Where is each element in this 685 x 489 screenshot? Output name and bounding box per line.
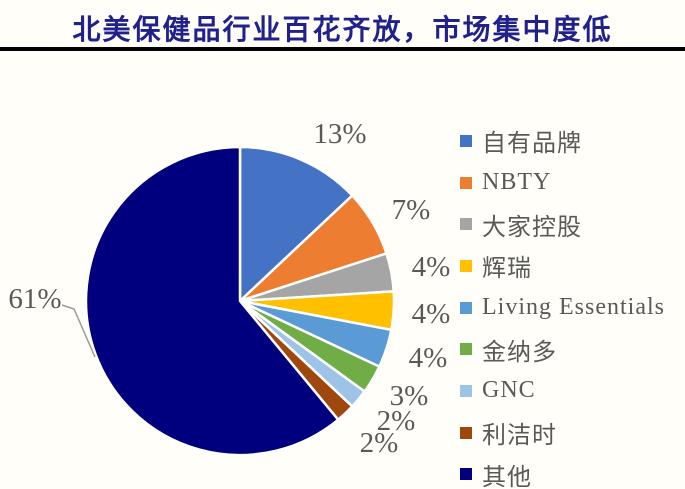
pie-data-label-5: 4% xyxy=(409,342,448,374)
pie-data-label-6: 3% xyxy=(390,380,429,412)
legend-label: 其他 xyxy=(482,464,532,489)
legend-item-1: 自有品牌 xyxy=(460,120,685,162)
legend-label: 自有品牌 xyxy=(482,131,582,158)
legend-label: 利洁时 xyxy=(482,423,557,450)
legend-label: 金纳多 xyxy=(482,339,557,366)
legend-label: NBTY xyxy=(482,169,552,196)
legend-swatch-icon xyxy=(460,301,472,314)
legend-swatch-icon xyxy=(460,218,472,231)
legend-label: 大家控股 xyxy=(482,214,582,241)
legend-swatch-icon xyxy=(460,134,472,147)
legend-label: Living Essentials xyxy=(482,294,665,321)
legend-item-8: 利洁时 xyxy=(460,412,685,454)
pie-data-label-1: 13% xyxy=(313,118,366,150)
pie-data-label-7: 2% xyxy=(377,405,416,437)
legend-swatch-icon xyxy=(460,468,472,481)
legend-item-5: Living Essentials xyxy=(460,287,685,329)
legend-swatch-icon xyxy=(460,384,472,397)
legend-label: GNC xyxy=(482,377,536,404)
title-underline-rule xyxy=(0,47,685,51)
pie-data-label-3: 4% xyxy=(412,251,451,283)
pie-slice-1 xyxy=(238,145,354,303)
label-leader-line xyxy=(61,304,96,358)
legend-item-3: 大家控股 xyxy=(460,203,685,245)
legend-swatch-icon xyxy=(460,259,472,272)
legend-item-4: 辉瑞 xyxy=(460,245,685,287)
legend-swatch-icon xyxy=(460,343,472,356)
legend-swatch-icon xyxy=(460,176,472,189)
pie-data-label-2: 7% xyxy=(392,194,431,226)
legend-item-9: 其他 xyxy=(460,454,685,489)
pie-data-label-8: 2% xyxy=(360,427,399,459)
chart-legend: 自有品牌 NBTY 大家控股辉瑞 Living Essentials 金纳多 GNC 利洁时… xyxy=(460,120,685,489)
legend-item-2: NBTY xyxy=(460,162,685,204)
legend-label: 辉瑞 xyxy=(482,256,532,283)
legend-swatch-icon xyxy=(460,426,472,439)
legend-item-6: 金纳多 xyxy=(460,328,685,370)
pie-data-label-9: 61% xyxy=(8,283,61,315)
page-title: 北美保健品行业百花齐放，市场集中度低 xyxy=(72,15,613,46)
pie-slice-9 xyxy=(84,145,340,457)
legend-item-7: GNC xyxy=(460,370,685,412)
pie-data-label-4: 4% xyxy=(412,298,451,330)
